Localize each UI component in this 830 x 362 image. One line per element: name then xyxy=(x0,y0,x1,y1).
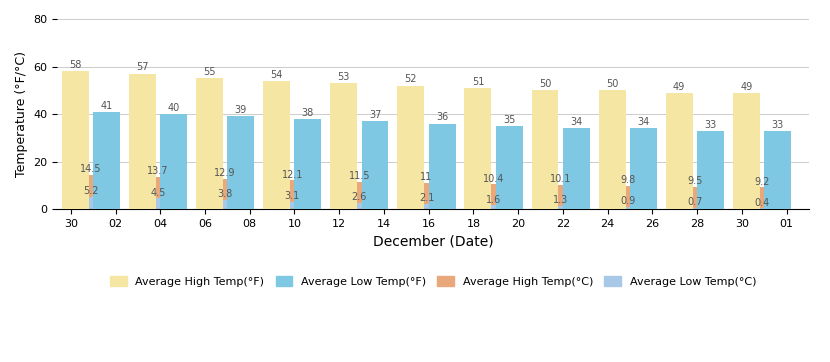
Bar xyxy=(630,129,657,209)
Text: 2.6: 2.6 xyxy=(352,192,367,202)
Text: 9.2: 9.2 xyxy=(754,177,769,186)
Bar xyxy=(160,114,187,209)
Bar xyxy=(531,90,559,209)
Text: 9.5: 9.5 xyxy=(687,176,702,186)
Bar xyxy=(465,185,523,209)
Text: 57: 57 xyxy=(136,63,149,72)
Text: 3.8: 3.8 xyxy=(217,189,232,199)
Text: 36: 36 xyxy=(436,113,448,122)
Text: 35: 35 xyxy=(503,115,515,125)
Bar xyxy=(263,180,321,209)
Text: 11: 11 xyxy=(420,172,432,182)
Text: 58: 58 xyxy=(69,60,81,70)
Bar xyxy=(496,126,523,209)
Bar xyxy=(93,112,120,209)
Legend: Average High Temp(°F), Average Low Temp(°F), Average High Temp(°C), Average Low : Average High Temp(°F), Average Low Temp(… xyxy=(105,272,761,291)
Bar xyxy=(531,206,590,209)
Text: 13.7: 13.7 xyxy=(147,166,168,176)
Bar xyxy=(697,131,724,209)
Text: 2.1: 2.1 xyxy=(419,194,434,203)
Bar xyxy=(531,185,590,209)
Text: 3.1: 3.1 xyxy=(285,191,300,201)
Text: 49: 49 xyxy=(740,81,753,92)
Text: 10.1: 10.1 xyxy=(550,174,571,185)
Text: 53: 53 xyxy=(338,72,350,82)
Text: 54: 54 xyxy=(271,70,283,80)
Bar xyxy=(733,208,791,209)
Bar xyxy=(129,198,187,209)
Bar xyxy=(733,187,791,209)
Text: 34: 34 xyxy=(637,117,650,127)
Text: 1.3: 1.3 xyxy=(553,195,569,205)
Bar xyxy=(196,79,223,209)
Text: 12.9: 12.9 xyxy=(214,168,236,178)
Text: 40: 40 xyxy=(168,103,180,113)
Bar xyxy=(227,117,254,209)
Bar xyxy=(398,85,424,209)
Bar xyxy=(666,186,724,209)
Text: 49: 49 xyxy=(673,81,686,92)
Bar xyxy=(196,178,254,209)
Bar xyxy=(263,202,321,209)
X-axis label: December (Date): December (Date) xyxy=(373,235,494,248)
Text: 41: 41 xyxy=(100,101,113,110)
Bar xyxy=(666,207,724,209)
Text: 5.2: 5.2 xyxy=(83,186,99,196)
Bar xyxy=(666,93,692,209)
Bar xyxy=(598,90,626,209)
Text: 33: 33 xyxy=(705,119,716,130)
Bar xyxy=(62,175,120,209)
Bar xyxy=(598,186,657,209)
Text: 14.5: 14.5 xyxy=(81,164,102,174)
Bar xyxy=(398,204,456,209)
Bar xyxy=(196,200,254,209)
Text: 39: 39 xyxy=(235,105,247,115)
Text: 50: 50 xyxy=(539,79,551,89)
Text: 9.8: 9.8 xyxy=(620,175,635,185)
Bar xyxy=(398,183,456,209)
Text: 51: 51 xyxy=(471,77,484,87)
Bar xyxy=(733,93,759,209)
Bar xyxy=(330,182,388,209)
Y-axis label: Temperature (°F/°C): Temperature (°F/°C) xyxy=(15,51,28,177)
Text: 33: 33 xyxy=(771,119,784,130)
Bar xyxy=(465,205,523,209)
Text: 10.4: 10.4 xyxy=(483,174,505,184)
Text: 0.9: 0.9 xyxy=(620,196,635,206)
Bar xyxy=(263,81,290,209)
Bar xyxy=(428,123,456,209)
Text: 12.1: 12.1 xyxy=(281,170,303,180)
Bar xyxy=(362,121,388,209)
Text: 1.6: 1.6 xyxy=(486,195,501,205)
Text: 50: 50 xyxy=(606,79,618,89)
Bar xyxy=(598,207,657,209)
Text: 52: 52 xyxy=(404,74,417,84)
Bar xyxy=(330,83,357,209)
Text: 38: 38 xyxy=(302,108,314,118)
Bar xyxy=(330,203,388,209)
Bar xyxy=(764,131,791,209)
Text: 37: 37 xyxy=(369,110,381,120)
Text: 11.5: 11.5 xyxy=(349,171,370,181)
Text: 34: 34 xyxy=(570,117,583,127)
Bar xyxy=(62,71,89,209)
Text: 0.7: 0.7 xyxy=(687,197,702,207)
Text: 0.4: 0.4 xyxy=(754,198,769,207)
Bar xyxy=(295,119,321,209)
Bar xyxy=(129,74,156,209)
Bar xyxy=(62,197,120,209)
Bar xyxy=(563,129,590,209)
Text: 55: 55 xyxy=(203,67,216,77)
Bar xyxy=(465,88,491,209)
Text: 4.5: 4.5 xyxy=(150,188,166,198)
Bar xyxy=(129,177,187,209)
